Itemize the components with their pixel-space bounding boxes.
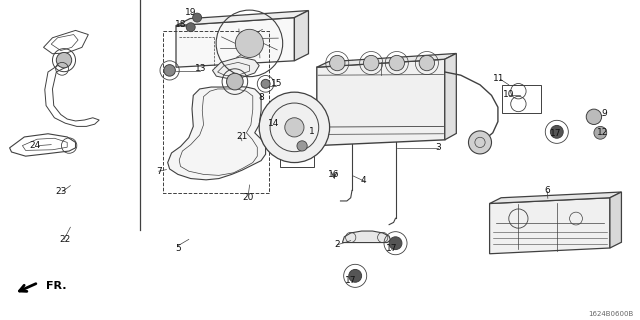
Bar <box>502 85 541 113</box>
Circle shape <box>594 126 607 139</box>
Polygon shape <box>176 18 294 67</box>
Text: 10: 10 <box>503 90 515 99</box>
Polygon shape <box>490 198 610 254</box>
Text: 17: 17 <box>386 244 397 253</box>
Text: 7: 7 <box>156 167 161 176</box>
Text: 5: 5 <box>175 244 180 253</box>
Text: 15: 15 <box>271 79 282 88</box>
Polygon shape <box>176 11 308 26</box>
Text: 1: 1 <box>310 127 315 136</box>
Text: 1624B0600B: 1624B0600B <box>588 311 634 317</box>
Circle shape <box>193 13 202 22</box>
Text: 16: 16 <box>328 170 340 179</box>
Text: 20: 20 <box>243 193 254 202</box>
Circle shape <box>468 131 492 154</box>
Circle shape <box>586 109 602 124</box>
Circle shape <box>389 237 402 250</box>
Text: 12: 12 <box>597 128 609 137</box>
Polygon shape <box>342 231 390 243</box>
Text: 4: 4 <box>361 176 366 185</box>
Circle shape <box>227 73 243 90</box>
Polygon shape <box>294 11 308 61</box>
Text: 17: 17 <box>550 129 561 138</box>
Polygon shape <box>445 53 456 140</box>
Polygon shape <box>317 53 456 67</box>
Circle shape <box>186 23 195 32</box>
Text: 3: 3 <box>436 143 441 152</box>
Circle shape <box>164 65 175 76</box>
Circle shape <box>236 29 264 58</box>
Circle shape <box>349 269 362 282</box>
Text: 11: 11 <box>493 74 505 83</box>
Text: 22: 22 <box>60 235 71 244</box>
Text: 14: 14 <box>268 119 280 128</box>
Polygon shape <box>610 192 621 248</box>
Circle shape <box>259 92 330 163</box>
Circle shape <box>261 79 270 88</box>
Text: 8: 8 <box>259 93 264 102</box>
Bar <box>280 146 314 167</box>
Circle shape <box>330 55 345 71</box>
Bar <box>163 31 269 193</box>
Text: 21: 21 <box>236 132 248 141</box>
Polygon shape <box>212 57 259 78</box>
Text: FR.: FR. <box>46 281 67 291</box>
Circle shape <box>419 55 435 71</box>
Circle shape <box>56 52 72 68</box>
Text: 2: 2 <box>335 240 340 249</box>
Circle shape <box>297 141 307 151</box>
Circle shape <box>389 55 404 71</box>
Polygon shape <box>168 86 266 180</box>
Text: 9: 9 <box>602 109 607 118</box>
Text: 24: 24 <box>29 141 41 150</box>
Text: 18: 18 <box>175 20 186 29</box>
Circle shape <box>364 55 379 71</box>
Polygon shape <box>317 59 445 146</box>
Text: 13: 13 <box>195 64 206 73</box>
Polygon shape <box>490 192 621 204</box>
Text: 6: 6 <box>545 186 550 195</box>
Text: 23: 23 <box>55 187 67 196</box>
Text: 17: 17 <box>345 276 356 285</box>
Circle shape <box>285 118 304 137</box>
Text: 19: 19 <box>185 8 196 17</box>
Circle shape <box>550 125 563 138</box>
